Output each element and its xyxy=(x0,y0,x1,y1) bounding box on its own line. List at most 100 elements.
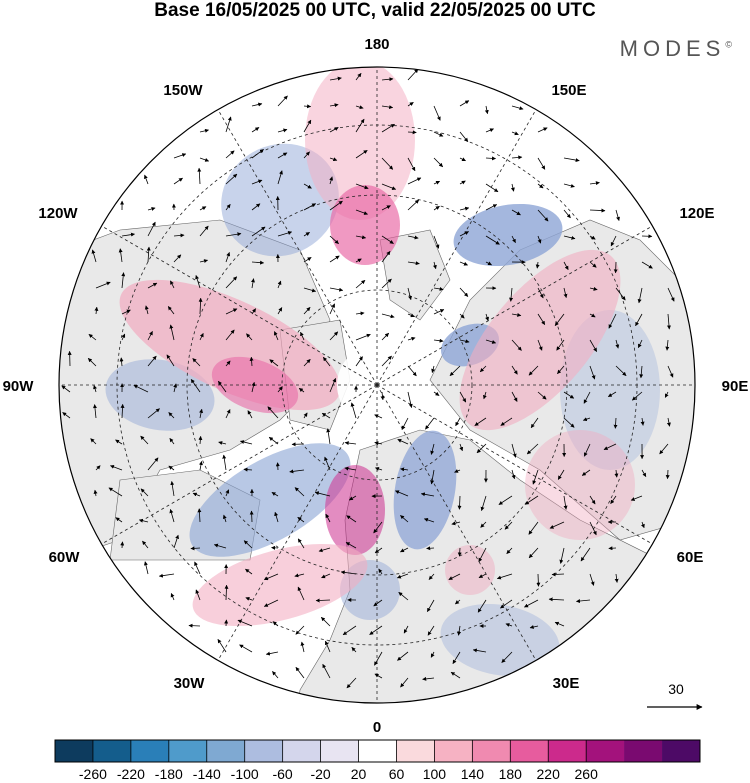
wind-arrow-61 xyxy=(563,183,575,188)
colorbar-label-6: -20 xyxy=(310,766,330,782)
wind-arrow-21 xyxy=(355,118,365,133)
wind-arrow-3 xyxy=(407,68,419,81)
colorbar-label-8: 60 xyxy=(389,766,405,782)
wind-arrow-419 xyxy=(369,625,383,635)
anomaly-blob-10 xyxy=(330,185,400,265)
wind-arrow-15 xyxy=(199,128,209,133)
wind-arrow-387 xyxy=(428,573,435,580)
wind-arrow-289 xyxy=(659,443,669,455)
wind-arrow-327 xyxy=(457,495,462,510)
wind-arrow-428 xyxy=(239,644,253,653)
wind-arrow-251 xyxy=(267,406,279,419)
wind-arrow-109 xyxy=(225,252,231,263)
wind-arrow-80 xyxy=(563,209,571,219)
wind-arrow-62 xyxy=(589,181,600,186)
colorbar-label-11: 180 xyxy=(499,766,523,782)
wind-arrow-91 xyxy=(329,235,339,244)
wind-arrow-229 xyxy=(329,378,337,393)
wind-arrow-435 xyxy=(430,651,435,658)
wind-arrow-49 xyxy=(251,179,263,185)
meridian-2 xyxy=(376,225,653,386)
wind-arrow-425 xyxy=(529,625,539,629)
wind-arrow-58 xyxy=(485,183,499,193)
wind-arrow-30 xyxy=(199,157,210,162)
colorbar: -260 -220 -180 -140 -100 -60 -20 20 60 100 140 180 2… xyxy=(54,739,701,782)
wind-arrow-309 xyxy=(581,469,591,476)
wind-arrow-267 xyxy=(90,438,97,445)
wind-arrow-337 xyxy=(169,509,175,523)
latitude-circle-0 xyxy=(281,289,473,481)
anomaly-blob-7 xyxy=(440,603,560,677)
wind-arrow-81 xyxy=(589,208,606,213)
wind-arrow-401 xyxy=(315,598,331,603)
wind-arrow-300 xyxy=(344,466,357,471)
wind-arrow-248 xyxy=(199,408,204,419)
wind-arrow-172 xyxy=(88,333,97,341)
wind-arrow-96 xyxy=(459,231,469,237)
wind-arrow-255 xyxy=(374,414,383,419)
wind-arrow-130 xyxy=(195,275,201,289)
wind-arrow-233 xyxy=(433,391,440,396)
wind-arrow-100 xyxy=(563,235,576,240)
colorbar-frame xyxy=(54,739,701,763)
wind-arrow-437 xyxy=(472,648,487,653)
wind-arrow-156 xyxy=(277,307,283,315)
wind-arrow-340 xyxy=(249,510,254,523)
wind-arrow-313 xyxy=(93,489,98,497)
wind-arrow-322 xyxy=(314,491,331,497)
wind-arrow-277 xyxy=(344,441,357,446)
wind-arrow-99 xyxy=(537,235,542,244)
wind-arrow-25 xyxy=(459,131,469,143)
wind-arrow-68 xyxy=(251,203,261,211)
wind-arrow-245 xyxy=(120,403,125,419)
wind-arrow-283 xyxy=(511,443,517,458)
wind-arrow-171 xyxy=(666,313,671,330)
wind-arrow-366 xyxy=(374,547,383,554)
anomaly-blob-17 xyxy=(445,545,495,595)
wind-arrow-411 xyxy=(576,599,591,604)
wind-arrow-67 xyxy=(225,203,231,211)
wind-arrow-429 xyxy=(265,651,279,656)
wind-arrow-352 xyxy=(549,521,565,529)
wind-arrow-45 xyxy=(144,174,149,185)
colorbar-label-10: 140 xyxy=(461,766,485,782)
wind-arrow-153 xyxy=(198,297,203,315)
colorbar-label-0: -260 xyxy=(79,766,107,782)
wind-arrow-356 xyxy=(120,541,125,549)
wind-arrow-252 xyxy=(303,412,308,419)
wind-arrow-433 xyxy=(374,651,383,666)
longitude-label-120W: 120W xyxy=(38,205,78,222)
wind-arrow-142 xyxy=(509,287,514,302)
wind-arrow-20 xyxy=(329,127,339,133)
wind-arrow-432 xyxy=(351,647,357,653)
wind-arrow-51 xyxy=(303,183,312,189)
wind-arrow-218 xyxy=(667,365,674,378)
wind-arrow-22 xyxy=(381,123,395,133)
wind-arrow-341 xyxy=(274,511,279,523)
wind-arrow-323 xyxy=(348,495,357,501)
wind-arrow-414 xyxy=(237,619,253,627)
wind-arrow-281 xyxy=(459,443,464,452)
wind-arrow-266 xyxy=(666,417,671,427)
wind-arrow-391 xyxy=(536,573,541,587)
land-5 xyxy=(379,229,451,321)
wind-arrow-333 xyxy=(610,495,617,505)
wind-arrow-291 xyxy=(110,465,123,471)
wind-arrow-161 xyxy=(407,313,415,318)
wind-arrow-102 xyxy=(610,235,617,247)
wind-arrow-269 xyxy=(140,435,149,445)
wind-arrow-426 xyxy=(554,621,565,627)
wind-arrow-377 xyxy=(158,573,175,578)
wind-arrow-34 xyxy=(303,151,310,159)
wind-arrow-107 xyxy=(173,254,182,263)
wind-arrow-292 xyxy=(147,457,159,471)
longitude-label-90W: 90W xyxy=(3,378,35,395)
wind-arrow-50 xyxy=(277,170,283,185)
colorbar-label-7: 20 xyxy=(351,766,367,782)
wind-arrow-294 xyxy=(198,461,203,471)
colorbar-swatch-13 xyxy=(548,740,587,762)
colorbar-swatch-1 xyxy=(92,740,132,762)
wind-arrow-9 xyxy=(381,105,394,110)
wind-arrow-7 xyxy=(329,103,339,108)
wind-arrow-46 xyxy=(173,177,183,185)
